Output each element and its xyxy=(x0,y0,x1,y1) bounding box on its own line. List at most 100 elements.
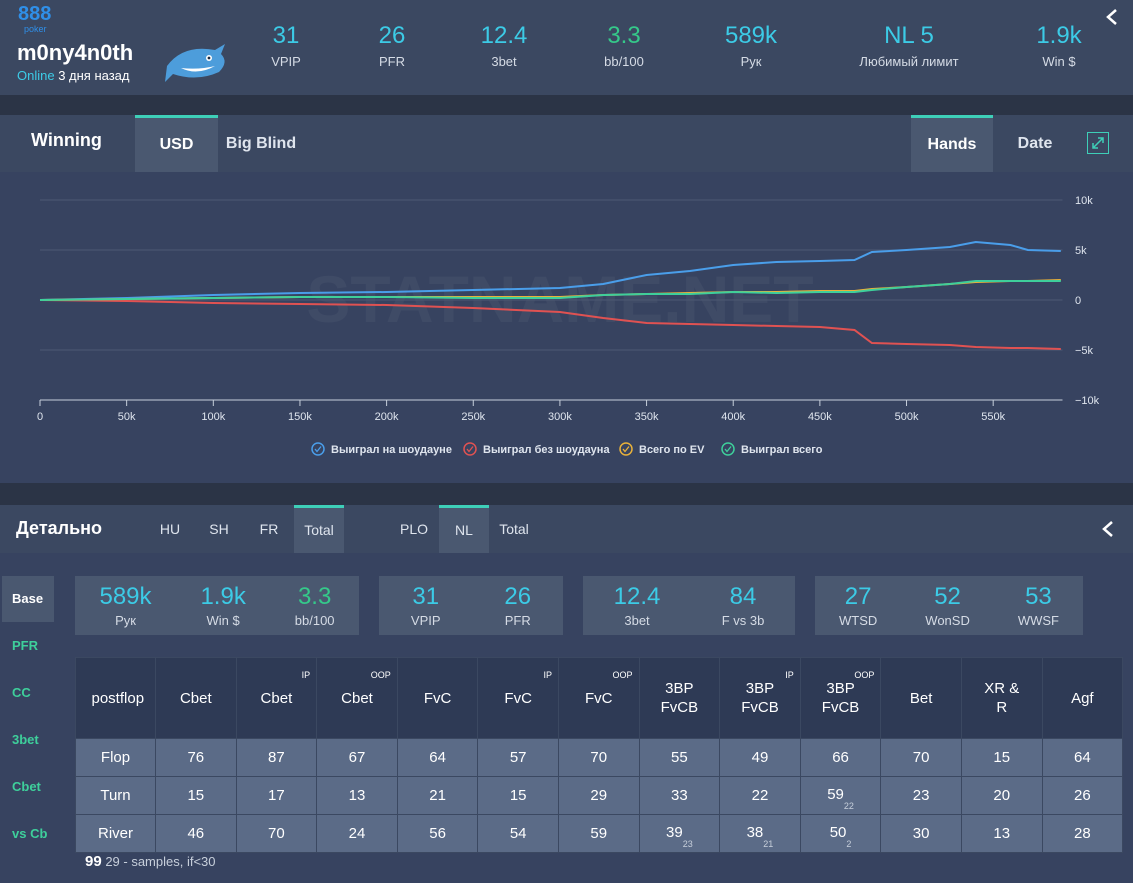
x-tick-label: 500k xyxy=(895,411,919,423)
game-type-tab[interactable]: NL xyxy=(439,505,489,553)
column-label: Agf xyxy=(1071,689,1094,707)
column-label: 3BP FvCB xyxy=(660,680,699,716)
stat-group: 27 WTSD 52 WonSD 53 WWSF xyxy=(815,576,1083,635)
column-label: Cbet xyxy=(341,689,373,707)
table-cell: 15 xyxy=(477,776,559,815)
stat: 31 VPIP xyxy=(211,22,361,69)
stat-label: PFR xyxy=(379,54,405,69)
stat-value: 3.3 xyxy=(607,22,641,49)
cell-value: 55 xyxy=(671,749,688,766)
stat-value: NL 5 xyxy=(884,22,934,49)
stat-label: WTSD xyxy=(839,613,878,628)
table-row: Flop 76 87 67 64 57 70 55 49 66 70 15 64 xyxy=(75,738,1124,777)
table-cell: 70 xyxy=(235,814,318,853)
sidebar-item[interactable]: 3bet xyxy=(12,732,39,747)
column-label: FvC xyxy=(585,689,613,707)
cell-samples: 21 xyxy=(763,839,774,849)
collapse-button[interactable] xyxy=(1104,8,1120,26)
watermark: STATNAME.NET xyxy=(306,262,813,336)
currency-tab[interactable]: USD xyxy=(135,115,218,172)
game-size-tab[interactable]: HU xyxy=(159,521,181,537)
cell-value: 39 xyxy=(666,824,683,841)
axis-tab[interactable]: Date xyxy=(1017,135,1053,152)
collapse-button[interactable] xyxy=(1100,520,1116,538)
stat-value: 26 xyxy=(378,22,406,49)
currency-tab[interactable]: Big Blind xyxy=(225,135,297,152)
stat-label: 3bet xyxy=(491,54,517,69)
stat-label: Любимый лимит xyxy=(859,54,959,69)
legend-label: Выиграл на шоудауне xyxy=(331,444,452,456)
stat: 53 WWSF xyxy=(1018,583,1059,628)
winning-panel: Winning STATNAME.NET −10k −5k 0 5k 10k 0 50k 100… xyxy=(0,115,1133,483)
expand-button[interactable] xyxy=(1087,132,1109,154)
column-header: Cbet IP xyxy=(235,657,318,739)
stat: 31 VPIP xyxy=(411,583,441,628)
game-size-tab[interactable]: Total xyxy=(294,505,344,553)
column-header: postflop xyxy=(75,657,156,739)
footnote-text: 29 - samples, if<30 xyxy=(105,854,216,869)
logo-sub: poker xyxy=(24,24,47,34)
cell-value: 15 xyxy=(993,749,1011,766)
cell-value: 64 xyxy=(1073,749,1091,766)
table-cell: 56 xyxy=(396,814,479,853)
cell-value: 64 xyxy=(429,749,446,766)
table-cell: 87 xyxy=(235,738,318,777)
table-cell: 13 xyxy=(316,776,398,815)
game-size-tab[interactable]: FR xyxy=(259,521,279,537)
stat: 1.9k Win $ xyxy=(200,583,245,628)
game-type-tab[interactable]: PLO xyxy=(399,521,428,537)
column-header: FvC xyxy=(396,657,479,739)
stat-label: bb/100 xyxy=(604,54,644,69)
sidebar-item[interactable]: vs Cb xyxy=(12,826,48,841)
axis-tab[interactable]: Hands xyxy=(911,115,993,172)
stat-label: bb/100 xyxy=(294,613,335,628)
legend-check xyxy=(724,446,732,453)
table-cell: 67 xyxy=(316,738,398,777)
stat: 27 WTSD xyxy=(839,583,877,628)
row-label: Turn xyxy=(75,776,156,815)
logo: 888 xyxy=(18,3,52,25)
cell-value: 59 xyxy=(590,825,608,842)
column-header: 3BP FvCB xyxy=(638,657,721,739)
series-line xyxy=(39,240,1061,301)
cell-value: 21 xyxy=(429,787,446,804)
x-tick-label: 300k xyxy=(548,411,572,423)
column-header: Agf xyxy=(1041,657,1124,739)
cell-value: 29 xyxy=(590,787,608,804)
cell-value: 54 xyxy=(509,825,527,842)
table-cell: 15 xyxy=(960,738,1043,777)
sidebar-item[interactable]: CC xyxy=(12,685,31,700)
stat: 1.9k Win $ xyxy=(984,22,1133,69)
cell-value: 56 xyxy=(429,825,446,842)
stat-group: 12.4 3bet 84 F vs 3b xyxy=(583,576,795,635)
cell-value: 15 xyxy=(187,787,205,804)
username: m0ny4n0th xyxy=(17,40,134,65)
cell-value: 23 xyxy=(912,787,930,804)
cell-value: 66 xyxy=(832,749,849,766)
x-tick-label: 350k xyxy=(635,411,659,423)
x-tick-label: 550k xyxy=(981,411,1005,423)
x-tick-label: 50k xyxy=(118,411,136,423)
stat-group: 589k Рук 1.9k Win $ 3.3 bb/100 xyxy=(75,576,359,635)
table-cell: 64 xyxy=(1041,738,1124,777)
stat-value: 84 xyxy=(729,583,757,610)
stat-value: 31 xyxy=(412,583,440,610)
sidebar-item[interactable]: Cbet xyxy=(12,779,41,794)
avatar xyxy=(165,44,225,82)
column-header: 3BP FvCB IP xyxy=(719,657,801,739)
game-type-tab[interactable]: Total xyxy=(499,521,529,537)
legend-marker xyxy=(619,442,633,456)
table-cell: 22 xyxy=(719,776,801,815)
sidebar-item[interactable]: PFR xyxy=(12,638,38,653)
stat-label: WWSF xyxy=(1017,613,1059,628)
table-cell: 70 xyxy=(557,738,640,777)
legend-marker xyxy=(463,442,477,456)
x-tick-label: 450k xyxy=(808,411,832,423)
cell-value: 28 xyxy=(1073,825,1091,842)
table-cell: 49 xyxy=(719,738,801,777)
sidebar-item[interactable]: Base xyxy=(2,576,54,622)
stat-value: 26 xyxy=(504,583,532,610)
game-size-tab[interactable]: SH xyxy=(209,521,229,537)
table-cell: 20 xyxy=(960,776,1043,815)
